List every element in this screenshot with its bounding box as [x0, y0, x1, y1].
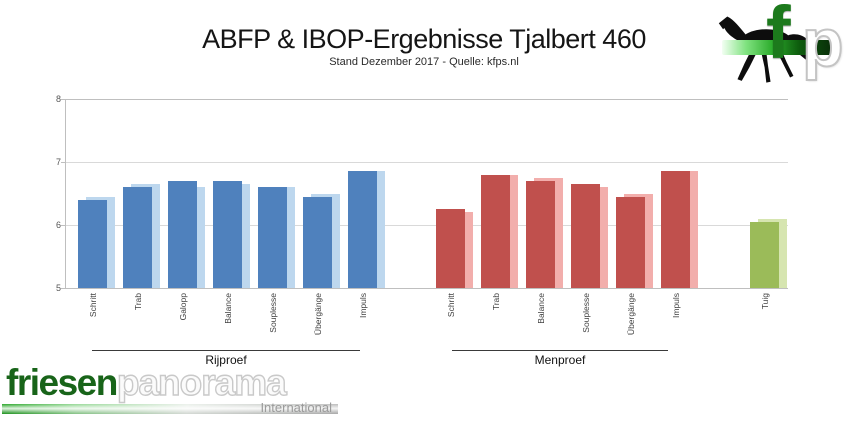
friesenpanorama-logo: friesenpanorama International	[2, 361, 338, 420]
page-subtitle: Stand Dezember 2017 - Quelle: kfps.nl	[329, 56, 519, 68]
bar-schritt	[78, 199, 107, 288]
category-label: Übergänge	[313, 293, 323, 336]
bar-trab	[481, 174, 510, 288]
category-label: Balance	[536, 293, 546, 324]
category-label: Übergänge	[626, 293, 636, 336]
group-underline	[452, 350, 668, 351]
category-label: Trab	[491, 293, 501, 311]
footer-tagline: International	[260, 400, 332, 415]
category-label: Souplesse	[581, 293, 591, 333]
category-label: Impuls	[671, 293, 681, 319]
group-underline	[92, 350, 360, 351]
plot-top-border	[65, 99, 788, 100]
bar-schritt	[436, 209, 465, 288]
footer-word-friesen: friesen	[6, 362, 118, 403]
bar-galopp	[168, 180, 197, 288]
y-gridline	[66, 225, 788, 226]
bar-tuig	[750, 221, 779, 288]
fp-logo: f p	[716, 0, 846, 90]
fp-letter-p: p	[801, 4, 845, 82]
category-label: Tuig	[760, 293, 770, 310]
fp-logo-band	[722, 40, 832, 55]
bar-übergänge	[303, 196, 332, 288]
footer-gradient-bar	[2, 404, 338, 414]
y-axis-tick	[61, 99, 65, 100]
category-label: Trab	[133, 293, 143, 311]
category-label: Galopp	[178, 293, 188, 321]
category-label: Souplesse	[268, 293, 278, 333]
group-label-rijproef: Rijproef	[205, 353, 247, 367]
group-label-menproef: Menproef	[534, 353, 586, 367]
bar-balance	[526, 180, 555, 288]
x-axis-line	[65, 288, 788, 289]
category-label: Schritt	[446, 293, 456, 318]
y-axis-label: 5	[55, 283, 61, 293]
y-axis-tick	[61, 288, 65, 289]
category-label: Schritt	[88, 293, 98, 318]
footer-word-panorama: panorama	[116, 361, 287, 403]
y-axis-tick	[61, 162, 65, 163]
bar-impuls	[661, 171, 690, 288]
fp-letter-f: f	[766, 0, 791, 74]
bar-balance	[213, 180, 242, 288]
bar-souplesse	[258, 187, 287, 288]
category-label: Balance	[223, 293, 233, 324]
y-axis-label: 8	[55, 94, 61, 104]
y-axis-tick	[61, 225, 65, 226]
bar-impuls	[348, 171, 377, 288]
y-axis-label: 7	[55, 157, 61, 167]
bar-souplesse	[571, 184, 600, 288]
y-axis-label: 6	[55, 220, 61, 230]
bar-trab	[123, 187, 152, 288]
category-label: Impuls	[358, 293, 368, 319]
y-axis-line	[65, 99, 66, 288]
y-gridline	[66, 162, 788, 163]
footer-wordmark: friesenpanorama	[6, 361, 287, 404]
page-title: ABFP & IBOP-Ergebnisse Tjalbert 460	[202, 24, 646, 54]
bar-übergänge	[616, 196, 645, 288]
